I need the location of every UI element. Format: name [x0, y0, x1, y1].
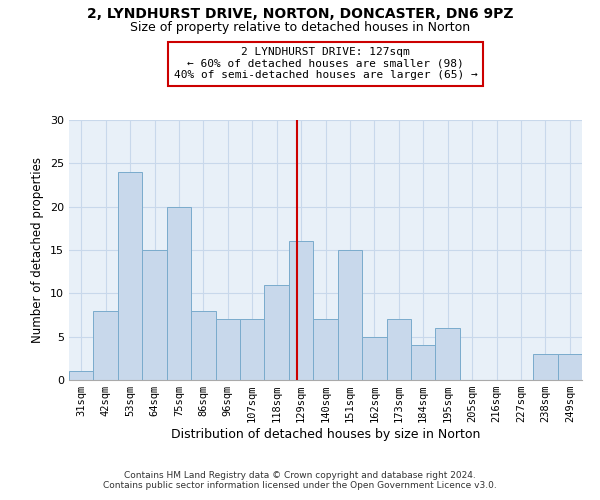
X-axis label: Distribution of detached houses by size in Norton: Distribution of detached houses by size … [171, 428, 480, 441]
Bar [386, 320, 411, 380]
Bar [191, 310, 215, 380]
Bar [313, 320, 338, 380]
Bar [215, 320, 240, 380]
Text: Size of property relative to detached houses in Norton: Size of property relative to detached ho… [130, 21, 470, 34]
Text: 2, LYNDHURST DRIVE, NORTON, DONCASTER, DN6 9PZ: 2, LYNDHURST DRIVE, NORTON, DONCASTER, D… [87, 8, 513, 22]
Bar [557, 354, 582, 380]
Bar [94, 310, 118, 380]
Bar [289, 242, 313, 380]
Text: Contains HM Land Registry data © Crown copyright and database right 2024.
Contai: Contains HM Land Registry data © Crown c… [103, 470, 497, 490]
Bar [436, 328, 460, 380]
Bar [265, 284, 289, 380]
Bar [240, 320, 265, 380]
Bar [411, 346, 436, 380]
Bar [69, 372, 94, 380]
Y-axis label: Number of detached properties: Number of detached properties [31, 157, 44, 343]
Bar [167, 206, 191, 380]
Bar [362, 336, 386, 380]
Text: 2 LYNDHURST DRIVE: 127sqm
← 60% of detached houses are smaller (98)
40% of semi-: 2 LYNDHURST DRIVE: 127sqm ← 60% of detac… [173, 47, 478, 80]
Bar [338, 250, 362, 380]
Bar [142, 250, 167, 380]
Bar [533, 354, 557, 380]
Bar [118, 172, 142, 380]
